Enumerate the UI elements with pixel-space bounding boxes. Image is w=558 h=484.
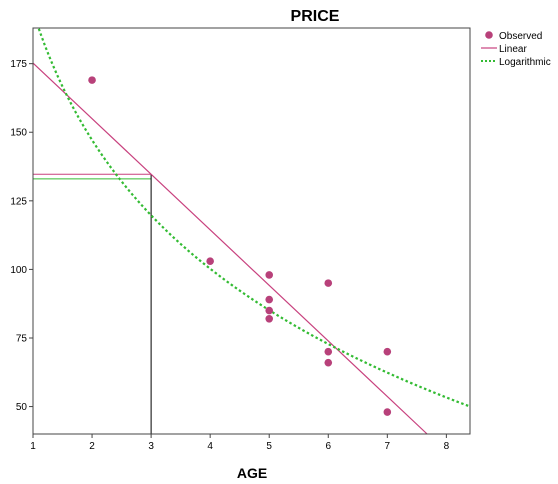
y-tick-label: 75	[16, 333, 28, 344]
x-tick-label: 2	[89, 441, 95, 452]
observed-point	[324, 347, 333, 356]
y-tick-label: 125	[10, 196, 27, 207]
logarithmic-fit-curve	[37, 28, 471, 408]
chart-title: PRICE	[291, 8, 340, 25]
x-tick-label: 7	[385, 441, 391, 452]
plot-frame	[32, 27, 471, 435]
legend-observed-marker	[485, 31, 493, 39]
x-tick-label: 1	[30, 441, 36, 452]
observed-point	[324, 358, 333, 367]
observed-point	[383, 347, 392, 356]
ticks-layer: 1 2 3 4 5 6 7 8 50 75 100 125 150 175	[10, 59, 449, 452]
reference-lines	[33, 173, 152, 434]
y-tick-label: 100	[10, 265, 27, 276]
linear-fit-line	[32, 62, 428, 435]
observed-point	[383, 408, 392, 416]
legend-logarithmic-label: Logarithmic	[499, 57, 551, 68]
observed-point	[206, 257, 214, 265]
x-tick-label: 5	[266, 441, 272, 452]
y-tick-label: 50	[16, 402, 28, 413]
observed-point	[265, 295, 274, 304]
observed-points	[88, 76, 392, 416]
y-tick-label: 175	[10, 59, 27, 70]
legend: Observed Linear Logarithmic	[481, 31, 551, 68]
x-tick-label: 8	[444, 441, 450, 452]
observed-point	[265, 271, 274, 279]
observed-point	[324, 279, 333, 287]
observed-point	[265, 306, 274, 315]
x-tick-label: 3	[148, 441, 154, 452]
x-axis-title: AGE	[237, 465, 267, 481]
legend-observed-label: Observed	[499, 31, 542, 42]
legend-linear-label: Linear	[499, 44, 527, 55]
observed-point	[88, 76, 96, 84]
x-tick-label: 6	[325, 441, 331, 452]
y-tick-label: 150	[10, 128, 27, 139]
x-tick-label: 4	[207, 441, 213, 452]
observed-point	[265, 314, 274, 323]
fit-lines	[32, 28, 471, 435]
